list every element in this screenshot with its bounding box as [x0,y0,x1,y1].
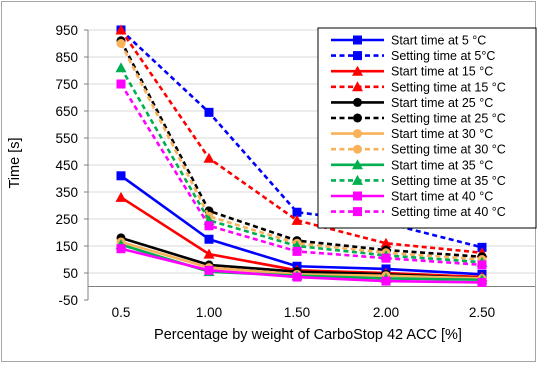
legend-item: Setting time at 25 °C [331,112,506,126]
x-tick-label: 0.5 [112,305,131,320]
legend-marker [353,207,362,217]
legend-label: Start time at 35 °C [391,158,493,172]
y-tick-label: 450 [55,158,78,173]
data-point [116,39,126,48]
data-point [291,214,303,225]
legend-label: Setting time at 5°C [391,49,495,63]
legend-label: Start time at 40 °C [391,190,493,204]
data-point [292,207,302,217]
legend-item: Setting time at 35 °C [331,174,506,188]
legend-item: Setting time at 30 °C [331,143,506,157]
legend-item: Start time at 30 °C [331,127,493,141]
legend-marker [352,174,363,185]
legend-marker [353,129,362,139]
data-point [204,107,214,117]
axes [87,30,535,300]
series-4 [115,24,488,258]
y-tick-label: 250 [55,212,78,227]
legend-marker [352,81,363,92]
legend-label: Setting time at 25 °C [391,112,506,126]
data-point [115,191,127,202]
legend-item: Start time at 40 °C [331,190,493,204]
legend-label: Setting time at 30 °C [391,143,506,157]
x-tick-label: 1.00 [196,305,222,320]
y-tick-label: 950 [55,23,78,38]
y-tick-label: 650 [55,104,78,119]
legend-label: Setting time at 15 °C [391,80,506,94]
data-point [292,246,302,256]
y-tick-label: -50 [58,293,78,308]
data-point [115,62,127,73]
legend-item: Start time at 5 °C [331,34,486,48]
y-tick-label: 750 [55,77,78,92]
legend-label: Setting time at 35 °C [391,174,506,188]
legend-label: Start time at 5 °C [391,34,486,48]
series-12 [116,79,487,270]
data-point [116,171,126,181]
legend-marker [352,159,363,170]
y-tick-label: 350 [55,185,78,200]
series-line [119,42,483,261]
legend-marker [353,144,362,154]
series-line [120,29,483,249]
legend-label: Start time at 15 °C [391,65,493,79]
x-tick-label: 1.50 [284,305,310,320]
data-point [477,260,487,270]
legend-marker [353,113,362,123]
legend-marker [352,65,363,76]
y-tick-label: 50 [63,266,78,281]
series [115,24,488,287]
legend-item: Start time at 25 °C [331,96,493,110]
data-point [380,237,392,248]
y-tick-labels: -50 50 150 250 350 450 550 650 750 850 950 [55,23,78,308]
data-point [204,234,214,244]
x-tick-label: 2.00 [373,305,399,320]
y-tick-label: 850 [55,50,78,65]
data-point [292,272,302,282]
x-axis-title: Percentage by weight of CarboStop 42 ACC… [154,327,462,343]
x-tick-label: 2.50 [469,305,495,320]
legend-item: Setting time at 40 °C [331,205,506,219]
y-axis-title: Time [s] [7,137,23,188]
data-point [204,265,214,275]
data-point [203,152,215,163]
y-tick-label: 150 [55,239,78,254]
legend-item: Start time at 15 °C [331,65,493,79]
data-point [203,248,215,259]
legend-item: Setting time at 5°C [331,49,495,63]
data-point [116,244,126,254]
series-line [119,29,483,255]
y-tick-label: 550 [55,131,78,146]
series-11 [116,244,487,287]
data-point [381,276,391,286]
legend-label: Setting time at 40 °C [391,205,506,219]
data-point [204,221,214,231]
legend-label: Start time at 25 °C [391,96,493,110]
data-point [116,79,126,89]
legend-label: Start time at 30 °C [391,127,493,141]
data-point [381,253,391,263]
legend-marker [353,97,362,107]
legend-marker [353,35,362,45]
data-point [115,24,127,35]
legend-item: Start time at 35 °C [331,158,493,172]
legend-marker [353,51,362,61]
x-tick-labels: 0.5 1.00 1.50 2.00 2.50 [112,305,496,320]
legend-item: Setting time at 15 °C [331,80,506,94]
data-point [477,277,487,287]
legend-marker [353,191,362,201]
